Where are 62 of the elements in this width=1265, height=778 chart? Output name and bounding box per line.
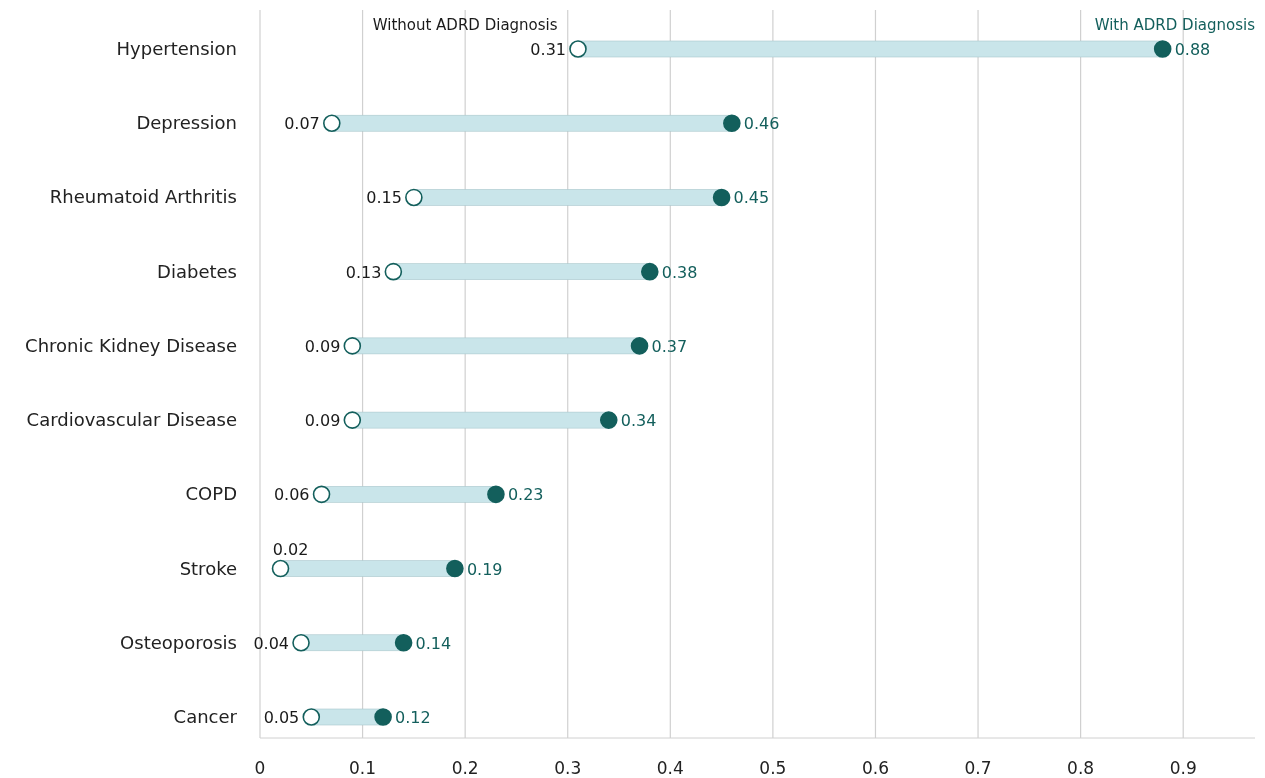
point [323, 114, 341, 133]
y-tick-label: COPD [185, 483, 237, 505]
data-label: 0.34 [620, 411, 657, 431]
data-label: 0.46 [743, 114, 780, 134]
point [302, 708, 321, 726]
data-label: 0.12 [395, 708, 431, 727]
y-tick-label: Diabetes [157, 260, 237, 282]
point [712, 188, 731, 207]
point [630, 337, 649, 355]
y-tick-label: Chronic Kidney Disease [25, 334, 237, 356]
data-label: 0.37 [651, 336, 688, 356]
y-tick-label: Osteoporosis [120, 631, 237, 653]
point [487, 485, 505, 504]
point [405, 188, 423, 207]
point [640, 262, 659, 281]
data-label: 0.23 [507, 485, 544, 505]
data-label: 0.15 [366, 188, 402, 208]
point [384, 262, 403, 281]
data-label: 0.88 [1174, 40, 1211, 59]
point [292, 633, 310, 652]
x-tick-label: 0.9 [1169, 758, 1197, 778]
x-tick-label: 0.1 [349, 758, 377, 778]
data-label: 0.09 [304, 336, 341, 356]
series-label: Without ADRD Diagnosis [372, 16, 558, 34]
x-tick-label: 0.4 [656, 758, 684, 778]
data-label: 0.14 [415, 633, 452, 653]
data-label: 0.07 [284, 114, 320, 134]
data-label: 0.31 [530, 40, 566, 59]
point [599, 411, 618, 429]
data-label: 0.19 [466, 559, 503, 579]
data-label: 0.38 [661, 262, 698, 282]
x-tick-label: 0.7 [964, 758, 992, 778]
data-label: 0.45 [733, 188, 770, 208]
point [446, 559, 464, 578]
series-label: With ADRD Diagnosis [1094, 16, 1256, 34]
y-tick-label: Rheumatoid Arthritis [49, 186, 237, 208]
data-label: 0.06 [273, 485, 310, 505]
data-label: 0.05 [263, 708, 300, 727]
y-tick-label: Hypertension [116, 38, 237, 59]
y-tick-label: Depression [136, 112, 237, 134]
y-tick-label: Cardiovascular Disease [26, 409, 237, 431]
point [1153, 40, 1172, 58]
point [723, 114, 741, 133]
x-tick-label: 0 [254, 758, 266, 778]
point [343, 411, 362, 429]
x-tick-label: 0.5 [759, 758, 787, 778]
point [394, 633, 413, 652]
x-tick-label: 0.6 [861, 758, 889, 778]
point [312, 485, 331, 504]
data-label: 0.13 [345, 262, 382, 282]
x-tick-label: 0.3 [554, 758, 582, 778]
point [343, 337, 362, 355]
point [374, 708, 392, 726]
point [569, 40, 587, 58]
data-label: 0.04 [253, 633, 290, 653]
point [271, 559, 290, 578]
y-tick-label: Stroke [179, 557, 237, 579]
y-tick-label: Cancer [173, 706, 238, 727]
data-label: 0.09 [304, 411, 341, 431]
data-label: 0.02 [272, 539, 309, 559]
x-tick-label: 0.8 [1067, 758, 1095, 778]
x-tick-label: 0.2 [451, 758, 479, 778]
